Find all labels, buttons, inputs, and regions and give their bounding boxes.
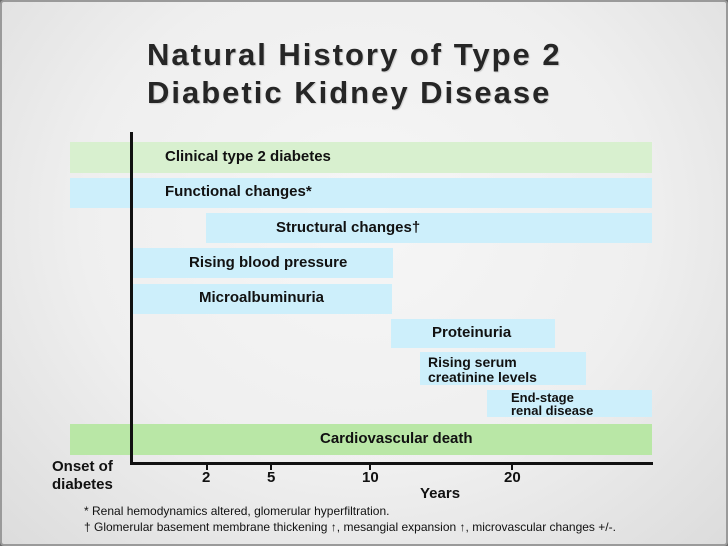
bar-structural-changes-label: Structural changes† <box>276 219 421 236</box>
onset-line-1: Onset of <box>52 458 113 475</box>
bar-clinical-diabetes-label: Clinical type 2 diabetes <box>165 148 331 165</box>
title-line-1: Natural History of Type 2 <box>147 37 562 72</box>
tick-label-10: 10 <box>362 469 379 486</box>
bar-proteinuria: Proteinuria <box>391 319 555 348</box>
bar-rising-blood-pressure-label: Rising blood pressure <box>189 254 348 271</box>
footnote-2: † Glomerular basement membrane thickenin… <box>84 520 616 534</box>
tick-label-2: 2 <box>202 469 211 486</box>
tick-label-20: 20 <box>504 469 521 486</box>
tick-20 <box>511 465 513 470</box>
bar-rising-creatinine: Rising serum creatinine levels <box>420 352 586 385</box>
bar-microalbuminuria-label: Microalbuminuria <box>199 289 325 306</box>
tick-label-5: 5 <box>267 469 276 486</box>
bar-rising-creatinine-line2: creatinine levels <box>428 369 537 385</box>
tick-5 <box>270 465 272 470</box>
bar-microalbuminuria: Microalbuminuria <box>132 284 392 314</box>
onset-line-2: diabetes <box>52 476 113 493</box>
footnote-1: * Renal hemodynamics altered, glomerular… <box>84 504 390 518</box>
slide-title: Natural History of Type 2 Diabetic Kidne… <box>147 36 707 112</box>
tick-2 <box>206 465 208 470</box>
x-axis-title: Years <box>420 485 461 502</box>
y-axis-line <box>130 132 133 465</box>
bar-end-stage-renal-line2: renal disease <box>511 403 594 418</box>
bar-rising-creatinine-line1: Rising serum <box>428 354 517 370</box>
bar-cardiovascular-death-label: Cardiovascular death <box>320 430 473 447</box>
bar-structural-changes: Structural changes† <box>206 213 652 243</box>
title-line-2: Diabetic Kidney Disease <box>147 75 552 110</box>
tick-10 <box>369 465 371 470</box>
bar-rising-blood-pressure: Rising blood pressure <box>132 248 393 278</box>
bar-cardiovascular-death: Cardiovascular death <box>70 424 652 455</box>
bar-end-stage-renal-line1: End-stage <box>511 390 574 405</box>
bar-functional-changes-label: Functional changes* <box>165 183 312 200</box>
x-axis-line <box>130 462 653 465</box>
bar-proteinuria-label: Proteinuria <box>432 324 512 341</box>
bar-end-stage-renal: End-stage renal disease <box>487 390 652 417</box>
bar-clinical-diabetes: Clinical type 2 diabetes <box>70 142 652 173</box>
bar-functional-changes: Functional changes* <box>70 178 652 208</box>
onset-of-diabetes-label: Onset of diabetes <box>52 458 113 494</box>
